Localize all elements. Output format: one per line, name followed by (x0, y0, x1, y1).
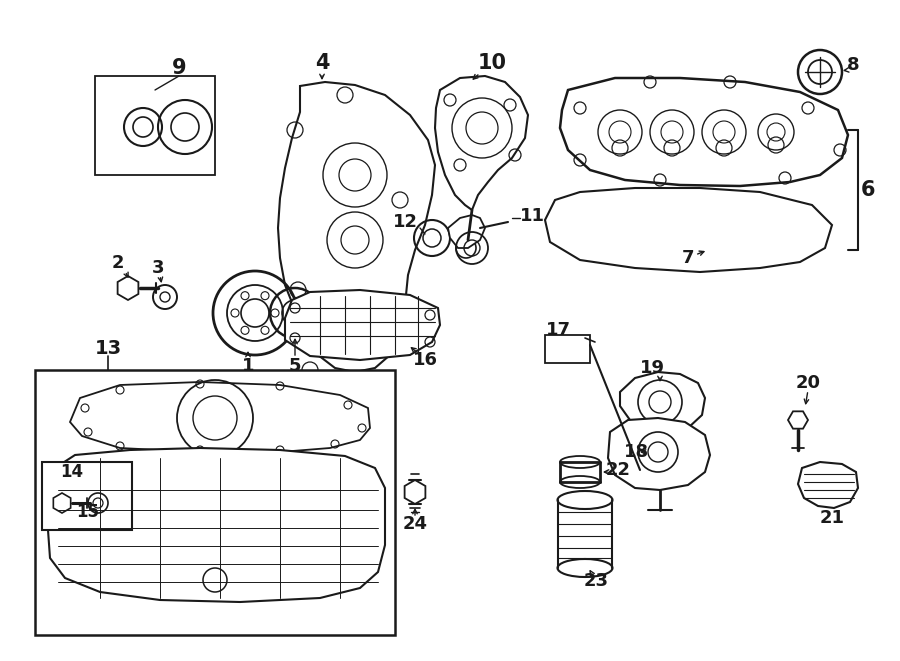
Bar (35, 370, 395, 635)
Text: 19: 19 (640, 359, 664, 377)
Bar (42, 462, 132, 530)
Text: 11: 11 (519, 207, 544, 225)
Text: 4: 4 (315, 53, 329, 73)
Text: 6: 6 (860, 180, 875, 200)
Bar (545, 335, 590, 363)
Polygon shape (278, 82, 435, 372)
Text: 20: 20 (796, 374, 821, 392)
Text: 9: 9 (172, 58, 186, 78)
Polygon shape (118, 276, 139, 300)
Polygon shape (798, 462, 858, 508)
Text: 12: 12 (392, 213, 418, 231)
Polygon shape (560, 78, 848, 186)
Text: 23: 23 (583, 572, 608, 590)
Text: 14: 14 (60, 463, 84, 481)
Text: 5: 5 (289, 357, 302, 375)
Polygon shape (545, 188, 832, 272)
Text: 1: 1 (242, 357, 254, 375)
Polygon shape (620, 372, 705, 433)
Text: 7: 7 (682, 249, 694, 267)
Text: 13: 13 (94, 338, 122, 358)
Text: 3: 3 (152, 259, 164, 277)
Polygon shape (48, 448, 385, 602)
Polygon shape (608, 418, 710, 490)
Polygon shape (788, 411, 808, 429)
Text: 8: 8 (847, 56, 860, 74)
Text: 18: 18 (624, 443, 649, 461)
Text: 24: 24 (402, 515, 428, 533)
Polygon shape (285, 290, 440, 360)
Polygon shape (405, 480, 426, 504)
Text: 21: 21 (820, 509, 844, 527)
Text: 10: 10 (478, 53, 507, 73)
Bar (95, 76, 215, 175)
Polygon shape (53, 493, 71, 513)
Text: 17: 17 (545, 321, 571, 339)
Polygon shape (435, 76, 528, 210)
Text: 22: 22 (606, 461, 631, 479)
Text: 15: 15 (76, 503, 100, 521)
Text: 2: 2 (112, 254, 124, 272)
Text: 16: 16 (412, 351, 437, 369)
Polygon shape (70, 382, 370, 452)
Polygon shape (448, 215, 485, 248)
